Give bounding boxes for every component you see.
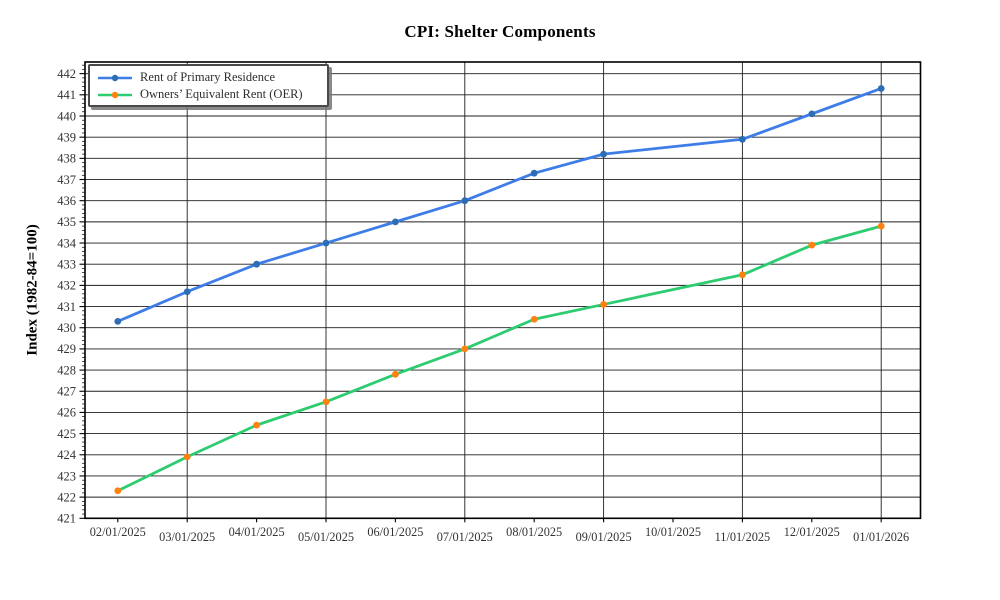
legend-label: Owners’ Equivalent Rent (OER) <box>140 87 303 101</box>
y-tick-label: 426 <box>57 406 76 420</box>
legend-line-sample <box>98 74 132 81</box>
data-point-marker <box>530 315 538 323</box>
data-point-marker <box>808 241 816 249</box>
series-line <box>116 224 883 493</box>
data-point-marker <box>392 218 399 226</box>
data-point-marker <box>808 110 816 118</box>
data-point-marker <box>600 150 607 158</box>
x-tick-label: 08/01/2025 <box>506 525 562 539</box>
data-point-marker <box>114 487 122 495</box>
y-tick-label: 437 <box>57 173 76 187</box>
x-tick-label: 01/01/2026 <box>853 530 909 544</box>
chart-title: CPI: Shelter Components <box>404 22 596 41</box>
y-tick-label: 421 <box>57 512 76 526</box>
data-point-marker <box>114 317 122 325</box>
legend-item: Owners’ Equivalent Rent (OER) <box>96 86 321 103</box>
data-point-marker <box>877 85 885 92</box>
y-tick-label: 439 <box>57 130 76 144</box>
x-tick-label: 07/01/2025 <box>437 530 493 544</box>
y-tick-label: 432 <box>57 279 76 293</box>
data-point-marker <box>461 197 469 205</box>
x-tick-label: 05/01/2025 <box>298 530 354 544</box>
y-tick-label: 425 <box>57 427 76 441</box>
x-tick-label: 06/01/2025 <box>367 525 423 539</box>
y-tick-label: 424 <box>57 448 77 462</box>
y-tick-label: 438 <box>57 152 76 166</box>
data-point-marker <box>739 271 746 279</box>
x-tick-label: 02/01/2025 <box>90 525 146 539</box>
y-tick-label: 430 <box>57 321 76 335</box>
data-point-marker <box>392 370 399 378</box>
plot-border <box>84 61 922 520</box>
data-point-marker <box>253 260 260 268</box>
y-tick-label: 428 <box>57 363 76 377</box>
data-point-marker <box>183 453 191 461</box>
y-tick-label: 442 <box>57 67 76 81</box>
data-point-marker <box>461 345 469 353</box>
data-point-marker <box>600 301 607 308</box>
y-tick-label: 431 <box>57 300 76 314</box>
y-tick-label: 436 <box>57 194 76 208</box>
y-tick-label: 427 <box>57 385 76 399</box>
data-point-marker <box>739 135 746 143</box>
data-point-marker <box>322 239 330 247</box>
y-tick-label: 422 <box>57 490 76 504</box>
legend: Rent of Primary Residence Owners’ Equival… <box>88 64 329 107</box>
legend-label: Rent of Primary Residence <box>140 70 276 84</box>
y-tick-label: 423 <box>57 469 76 483</box>
legend-item: Rent of Primary Residence <box>96 69 321 86</box>
y-tick-label: 433 <box>57 258 76 272</box>
x-tick-label: 04/01/2025 <box>229 525 285 539</box>
y-tick-label: 440 <box>57 109 76 123</box>
data-point-marker <box>253 421 260 429</box>
data-point-marker <box>322 398 330 406</box>
data-point-marker <box>183 288 191 296</box>
x-tick-label: 11/01/2025 <box>715 530 771 544</box>
data-point-marker <box>530 169 538 177</box>
y-tick-label: 441 <box>57 88 76 102</box>
y-tick-label: 435 <box>57 215 76 229</box>
legend-line-sample <box>98 91 132 98</box>
x-tick-label: 12/01/2025 <box>784 525 840 539</box>
data-point-marker <box>877 222 885 230</box>
x-tick-label: 10/01/2025 <box>645 525 701 539</box>
x-tick-label: 09/01/2025 <box>576 530 632 544</box>
y-tick-label: 434 <box>57 236 77 250</box>
x-tick-label: 03/01/2025 <box>159 530 215 544</box>
y-tick-label: 429 <box>57 342 76 356</box>
series-line <box>116 87 883 323</box>
